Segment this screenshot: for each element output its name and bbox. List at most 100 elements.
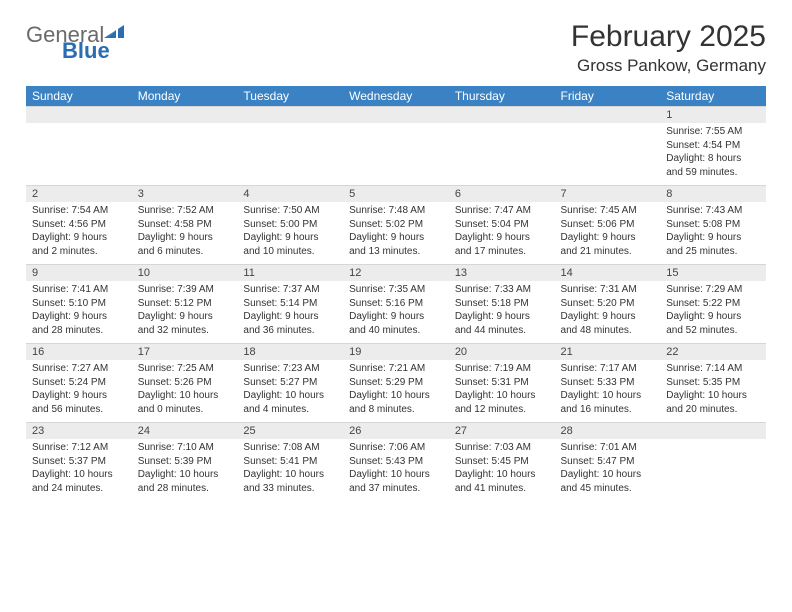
sunset-text: Sunset: 4:58 PM [138, 218, 232, 232]
daylight-text: Daylight: 9 hours [349, 310, 443, 324]
sunrise-text: Sunrise: 7:45 AM [561, 204, 655, 218]
sunset-text: Sunset: 5:39 PM [138, 455, 232, 469]
sunrise-text: Sunrise: 7:03 AM [455, 441, 549, 455]
day-cell: Sunrise: 7:29 AMSunset: 5:22 PMDaylight:… [660, 281, 766, 344]
sunrise-text: Sunrise: 7:35 AM [349, 283, 443, 297]
sunrise-text: Sunrise: 7:08 AM [243, 441, 337, 455]
sunrise-text: Sunrise: 7:54 AM [32, 204, 126, 218]
daylight-text: and 25 minutes. [666, 245, 760, 259]
day-number: 2 [26, 186, 132, 203]
day-cell: Sunrise: 7:52 AMSunset: 4:58 PMDaylight:… [132, 202, 238, 265]
day-number-row: 9101112131415 [26, 265, 766, 282]
sunrise-text: Sunrise: 7:43 AM [666, 204, 760, 218]
sunset-text: Sunset: 4:54 PM [666, 139, 760, 153]
daylight-text: and 28 minutes. [32, 324, 126, 338]
daylight-text: Daylight: 10 hours [455, 468, 549, 482]
day-detail-row: Sunrise: 7:54 AMSunset: 4:56 PMDaylight:… [26, 202, 766, 265]
sunrise-text: Sunrise: 7:52 AM [138, 204, 232, 218]
sunset-text: Sunset: 5:06 PM [561, 218, 655, 232]
daylight-text: and 52 minutes. [666, 324, 760, 338]
daylight-text: Daylight: 10 hours [349, 389, 443, 403]
daylight-text: Daylight: 10 hours [455, 389, 549, 403]
daylight-text: and 44 minutes. [455, 324, 549, 338]
sail-icon [104, 22, 124, 38]
daylight-text: and 6 minutes. [138, 245, 232, 259]
daylight-text: Daylight: 9 hours [455, 231, 549, 245]
month-title: February 2025 [571, 20, 766, 54]
day-number: 14 [555, 265, 661, 282]
day-number-row: 232425262728 [26, 423, 766, 440]
day-cell: Sunrise: 7:48 AMSunset: 5:02 PMDaylight:… [343, 202, 449, 265]
sunrise-text: Sunrise: 7:29 AM [666, 283, 760, 297]
day-cell: Sunrise: 7:19 AMSunset: 5:31 PMDaylight:… [449, 360, 555, 423]
sunset-text: Sunset: 5:10 PM [32, 297, 126, 311]
daylight-text: Daylight: 9 hours [32, 231, 126, 245]
daylight-text: Daylight: 8 hours [666, 152, 760, 166]
daylight-text: Daylight: 9 hours [32, 310, 126, 324]
weekday-header: Thursday [449, 86, 555, 107]
day-cell [449, 123, 555, 186]
sunrise-text: Sunrise: 7:06 AM [349, 441, 443, 455]
daylight-text: Daylight: 9 hours [349, 231, 443, 245]
day-number [660, 423, 766, 440]
day-cell: Sunrise: 7:45 AMSunset: 5:06 PMDaylight:… [555, 202, 661, 265]
daylight-text: and 28 minutes. [138, 482, 232, 496]
weekday-header: Sunday [26, 86, 132, 107]
day-cell: Sunrise: 7:43 AMSunset: 5:08 PMDaylight:… [660, 202, 766, 265]
day-number [343, 107, 449, 124]
day-cell: Sunrise: 7:03 AMSunset: 5:45 PMDaylight:… [449, 439, 555, 501]
daylight-text: and 16 minutes. [561, 403, 655, 417]
day-number-row: 2345678 [26, 186, 766, 203]
sunset-text: Sunset: 5:37 PM [32, 455, 126, 469]
day-cell [555, 123, 661, 186]
day-number: 15 [660, 265, 766, 282]
day-cell: Sunrise: 7:10 AMSunset: 5:39 PMDaylight:… [132, 439, 238, 501]
day-cell: Sunrise: 7:33 AMSunset: 5:18 PMDaylight:… [449, 281, 555, 344]
day-detail-row: Sunrise: 7:41 AMSunset: 5:10 PMDaylight:… [26, 281, 766, 344]
daylight-text: Daylight: 10 hours [138, 468, 232, 482]
sunrise-text: Sunrise: 7:21 AM [349, 362, 443, 376]
calendar-page: General Blue February 2025 Gross Pankow,… [0, 0, 792, 521]
sunset-text: Sunset: 5:26 PM [138, 376, 232, 390]
daylight-text: Daylight: 9 hours [455, 310, 549, 324]
day-number [449, 107, 555, 124]
daylight-text: and 37 minutes. [349, 482, 443, 496]
daylight-text: and 32 minutes. [138, 324, 232, 338]
sunset-text: Sunset: 5:20 PM [561, 297, 655, 311]
daylight-text: and 13 minutes. [349, 245, 443, 259]
daylight-text: and 40 minutes. [349, 324, 443, 338]
daylight-text: and 4 minutes. [243, 403, 337, 417]
day-number: 25 [237, 423, 343, 440]
day-detail-row: Sunrise: 7:55 AMSunset: 4:54 PMDaylight:… [26, 123, 766, 186]
sunrise-text: Sunrise: 7:39 AM [138, 283, 232, 297]
day-number: 6 [449, 186, 555, 203]
sunset-text: Sunset: 5:00 PM [243, 218, 337, 232]
daylight-text: Daylight: 10 hours [349, 468, 443, 482]
sunrise-text: Sunrise: 7:47 AM [455, 204, 549, 218]
day-number: 28 [555, 423, 661, 440]
day-cell: Sunrise: 7:08 AMSunset: 5:41 PMDaylight:… [237, 439, 343, 501]
sunrise-text: Sunrise: 7:14 AM [666, 362, 760, 376]
day-cell: Sunrise: 7:31 AMSunset: 5:20 PMDaylight:… [555, 281, 661, 344]
daylight-text: Daylight: 9 hours [243, 310, 337, 324]
day-number: 13 [449, 265, 555, 282]
sunset-text: Sunset: 5:24 PM [32, 376, 126, 390]
sunrise-text: Sunrise: 7:41 AM [32, 283, 126, 297]
sunset-text: Sunset: 5:08 PM [666, 218, 760, 232]
day-number: 8 [660, 186, 766, 203]
sunset-text: Sunset: 5:31 PM [455, 376, 549, 390]
day-cell: Sunrise: 7:25 AMSunset: 5:26 PMDaylight:… [132, 360, 238, 423]
sunrise-text: Sunrise: 7:01 AM [561, 441, 655, 455]
day-cell: Sunrise: 7:14 AMSunset: 5:35 PMDaylight:… [660, 360, 766, 423]
sunset-text: Sunset: 5:29 PM [349, 376, 443, 390]
sunset-text: Sunset: 5:18 PM [455, 297, 549, 311]
sunset-text: Sunset: 5:45 PM [455, 455, 549, 469]
day-number: 19 [343, 344, 449, 361]
day-number: 10 [132, 265, 238, 282]
day-cell [660, 439, 766, 501]
brand-blue: Blue [62, 38, 110, 63]
weekday-header-row: Sunday Monday Tuesday Wednesday Thursday… [26, 86, 766, 107]
calendar-table: Sunday Monday Tuesday Wednesday Thursday… [26, 86, 766, 501]
day-number [132, 107, 238, 124]
weekday-header: Friday [555, 86, 661, 107]
